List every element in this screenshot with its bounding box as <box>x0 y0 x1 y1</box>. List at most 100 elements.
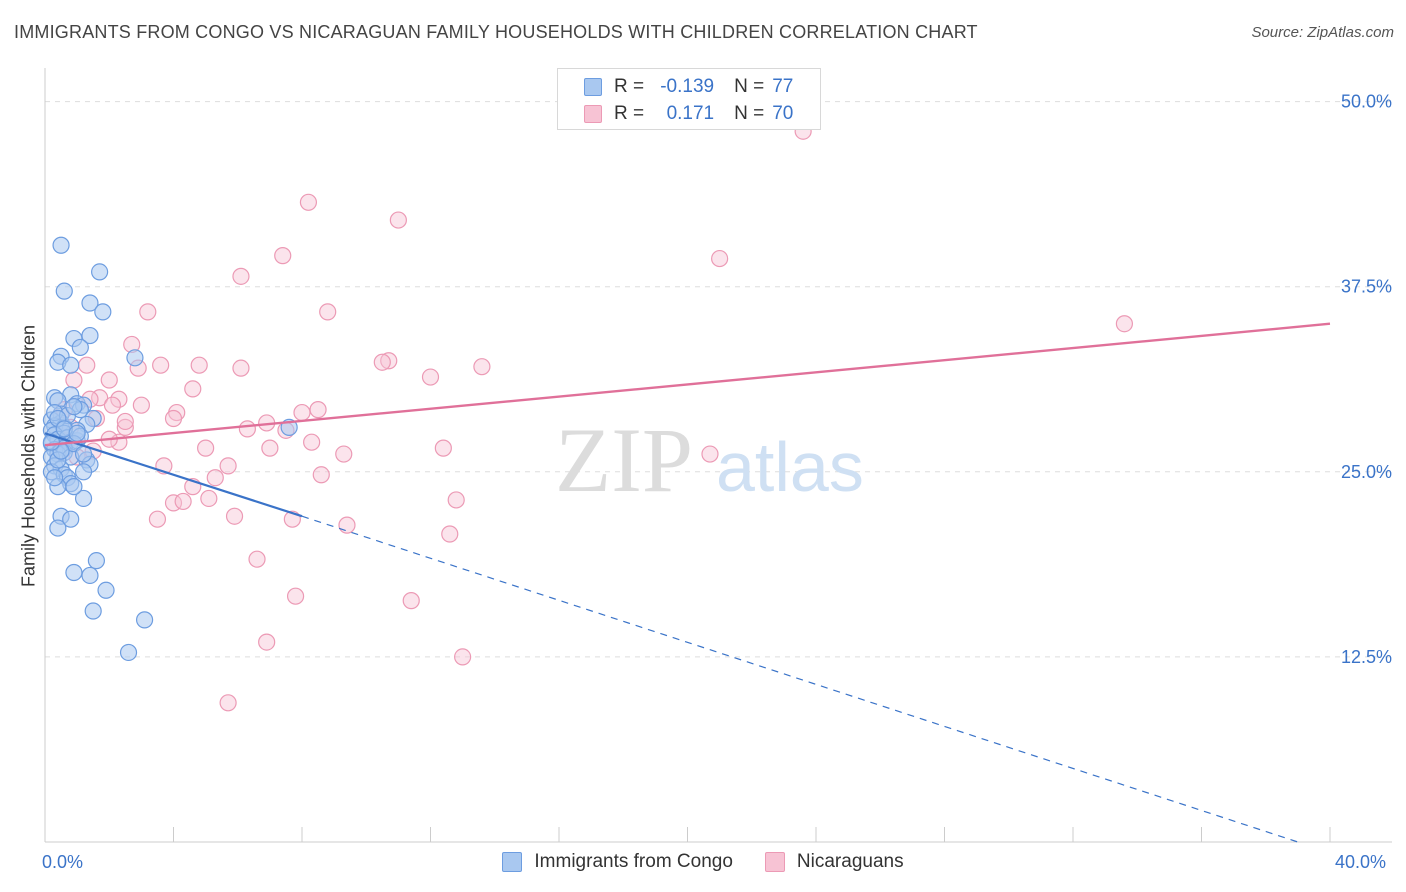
nicaraguans-point-62 <box>402 592 420 610</box>
y-tick-label-3: 50.0% <box>1341 92 1392 112</box>
nicaraguans-point-34 <box>116 418 134 436</box>
n-label: N = <box>734 76 765 97</box>
nicaraguans-point-13 <box>190 356 208 374</box>
nicaraguans-point-10 <box>380 352 398 370</box>
legend-item-nicaraguans[interactable]: Nicaraguans <box>764 851 904 873</box>
nicaraguans-point-20 <box>100 371 118 389</box>
nicaraguans-point-30 <box>164 409 183 428</box>
x-tick-label-max: 40.0% <box>1335 852 1387 872</box>
nicaraguans-point-61 <box>286 587 305 605</box>
nicaraguans-point-26 <box>132 396 150 414</box>
nicaraguans-point-44 <box>701 445 719 463</box>
congo-point-73 <box>68 424 86 442</box>
congo-point-11 <box>126 349 144 367</box>
congo-point-54 <box>65 563 83 582</box>
congo-point-56 <box>97 581 115 599</box>
nicaraguans-point-55 <box>148 510 167 528</box>
congo-point-76 <box>74 463 93 481</box>
nicaraguans-point-25 <box>103 396 122 414</box>
congo-trend-line <box>44 432 303 518</box>
chart-title: IMMIGRANTS FROM CONGO VS NICARAGUAN FAMI… <box>14 22 978 42</box>
congo-point-2 <box>55 282 73 300</box>
nicaraguans-point-2 <box>389 211 407 229</box>
congo-point-72 <box>65 398 83 416</box>
y-axis-label: Family Households with Children <box>18 324 39 588</box>
nicaraguans-point-58 <box>338 516 356 534</box>
x-tick-label-min: 0.0% <box>42 852 84 872</box>
congo-point-0 <box>52 236 70 254</box>
nicaraguans-point-35 <box>238 420 256 438</box>
nicaraguans-point-21 <box>184 380 202 398</box>
congo-point-10 <box>62 356 80 374</box>
nicaraguans-point-3 <box>274 247 292 265</box>
nicaraguans-point-65 <box>219 694 237 712</box>
congo-point-59 <box>119 643 138 662</box>
nicaraguans-point-54 <box>447 491 465 509</box>
nicaraguans-point-6 <box>139 303 157 321</box>
nicaraguans-point-63 <box>258 633 276 651</box>
nicaraguans-point-60 <box>248 550 266 568</box>
nicaraguans-point-11 <box>152 356 170 374</box>
congo-point-1 <box>91 263 109 281</box>
congo-point-6 <box>81 326 99 345</box>
nicaraguans-swatch <box>584 105 602 123</box>
nicaraguans-trend-line <box>44 322 1331 447</box>
nicaraguans-point-38 <box>303 433 321 451</box>
nicaraguans-point-17 <box>473 358 491 376</box>
nicaraguans-point-64 <box>454 648 472 666</box>
y-tick-labels: 12.5% 25.0% 37.5% 50.0% <box>1341 92 1392 667</box>
series-legend: Immigrants from Congo Nicaraguans <box>0 851 1406 873</box>
congo-point-67 <box>65 478 83 496</box>
congo-point-4 <box>94 303 112 321</box>
congo-trend-extension <box>301 515 1299 843</box>
nicaraguans-point-47 <box>219 457 237 475</box>
legend-item-congo[interactable]: Immigrants from Congo <box>502 851 733 873</box>
nicaraguans-point-16 <box>421 368 440 386</box>
congo-point-58 <box>135 611 154 629</box>
stats-legend: R = -0.139 N = 77 R = 0.171 N = 70 <box>557 68 821 130</box>
congo-point-49 <box>74 489 93 508</box>
nicaraguans-point-28 <box>293 403 311 422</box>
nicaraguans-point-40 <box>434 439 452 457</box>
congo-points <box>42 236 298 662</box>
y-tick-label-2: 37.5% <box>1341 277 1392 297</box>
gridlines <box>45 101 1392 658</box>
stats-row-nicaraguans: R = 0.171 N = 70 <box>584 101 793 127</box>
congo-point-57 <box>84 602 102 620</box>
r-label: R = <box>614 76 645 97</box>
stats-row-congo: R = -0.139 N = 77 <box>584 74 793 100</box>
n-value-congo: 77 <box>772 76 794 97</box>
nicaraguans-point-43 <box>335 445 353 463</box>
congo-point-75 <box>42 433 61 451</box>
nicaraguans-point-49 <box>312 466 330 484</box>
nicaraguans-point-53 <box>200 489 218 508</box>
y-tick-label-1: 25.0% <box>1341 462 1392 482</box>
y-tick-label-0: 12.5% <box>1341 647 1392 667</box>
nicaraguans-point-27 <box>309 401 327 419</box>
congo-point-66 <box>46 469 64 487</box>
nicaraguans-point-24 <box>110 390 128 408</box>
nicaraguans-swatch <box>764 852 785 872</box>
nicaraguans-point-59 <box>441 525 459 543</box>
trend-lines <box>44 322 1331 843</box>
nicaraguans-point-18 <box>373 353 391 371</box>
congo-swatch <box>584 78 602 96</box>
r-label: R = <box>614 103 645 124</box>
legend-label-nicaraguans: Nicaraguans <box>796 851 904 872</box>
congo-point-53 <box>87 552 106 570</box>
n-label: N = <box>734 103 765 124</box>
congo-point-7 <box>71 338 89 357</box>
source-credit: Source: ZipAtlas.com <box>1251 24 1394 41</box>
nicaraguans-point-5 <box>232 267 250 285</box>
nicaraguans-point-1 <box>299 193 318 211</box>
n-value-nicaraguans: 70 <box>772 103 794 124</box>
congo-point-52 <box>49 519 67 537</box>
nicaraguans-point-12 <box>78 356 96 374</box>
legend-label-congo: Immigrants from Congo <box>534 851 733 872</box>
nicaraguans-point-56 <box>225 507 244 525</box>
congo-swatch <box>502 852 523 872</box>
nicaraguans-point-41 <box>197 439 215 457</box>
nicaraguans-point-7 <box>319 303 337 321</box>
watermark-atlas: atlas <box>716 428 864 506</box>
